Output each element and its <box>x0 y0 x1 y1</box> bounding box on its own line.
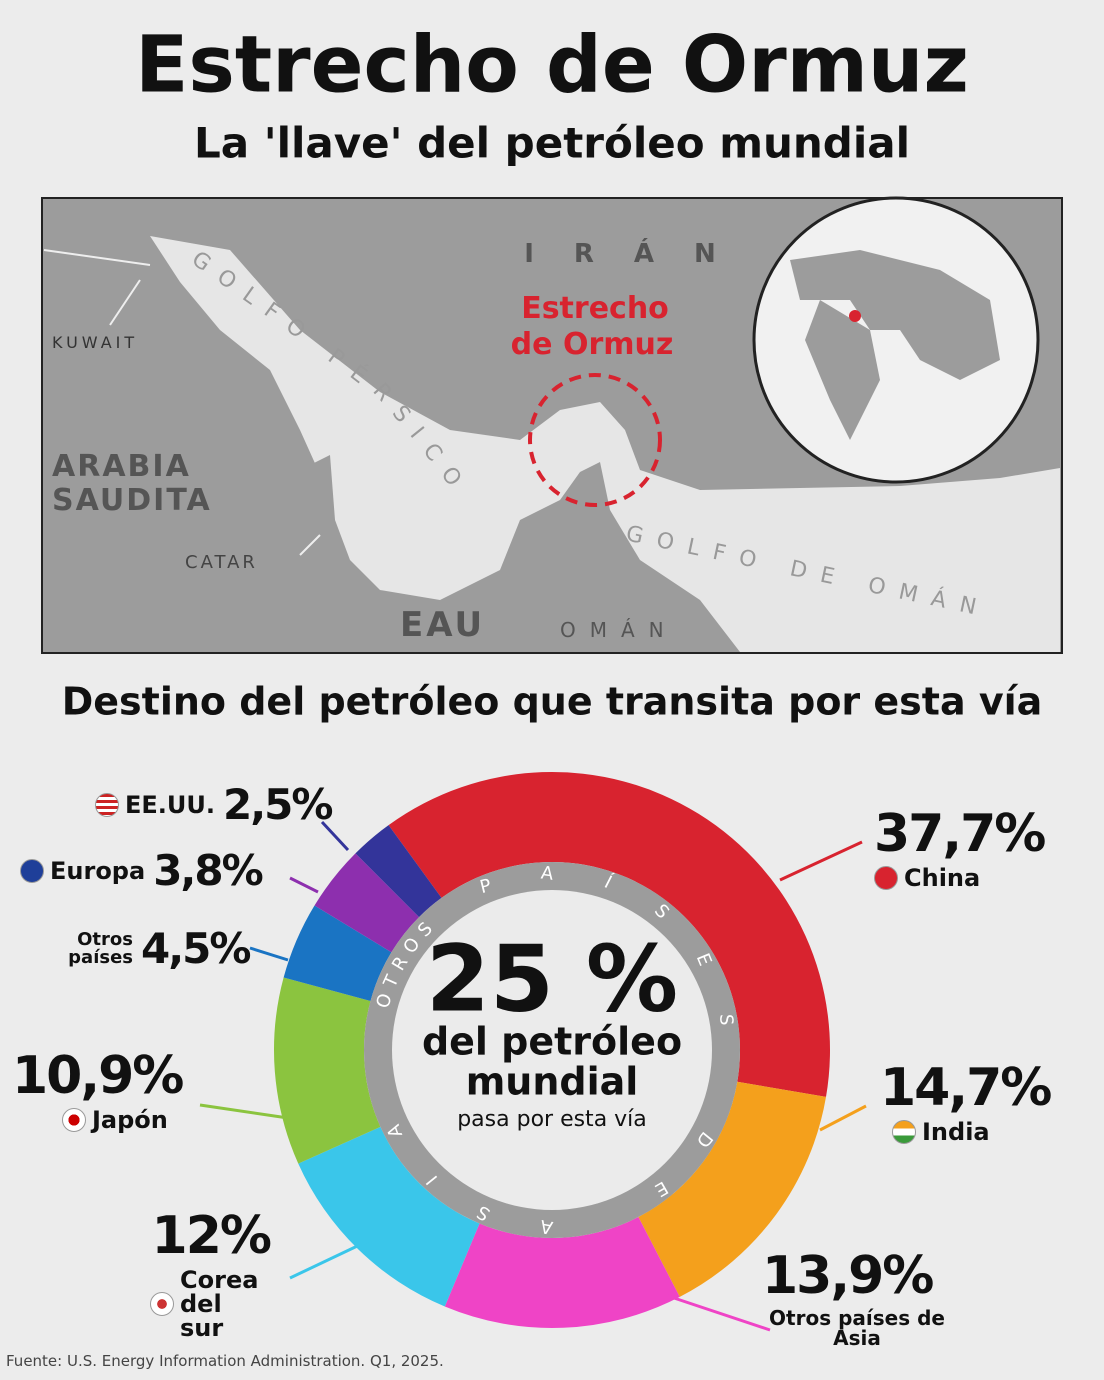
slice-name: Corea del sur <box>140 1268 270 1340</box>
leader-line <box>819 1104 867 1132</box>
slice-name-text: China <box>904 864 981 892</box>
donut-slice <box>298 1126 480 1307</box>
kuwait-label: KUWAIT <box>52 333 138 352</box>
leader-line <box>320 820 350 852</box>
slice-name-text: Japón <box>92 1106 168 1134</box>
donut-slice <box>638 1081 827 1297</box>
slice-name: Otros países de Asia <box>762 1308 952 1348</box>
slice-label: 37,7% China <box>874 808 1074 890</box>
donut-slice <box>355 825 442 918</box>
oman-label: OMÁN <box>560 618 678 642</box>
leader-line <box>779 840 863 882</box>
slice-label: Europa 3,8% <box>20 850 290 892</box>
slice-name-text: Corea del sur <box>180 1266 259 1342</box>
donut-slice <box>444 1216 680 1329</box>
country-label: SAUDITA <box>52 483 212 518</box>
source: Fuente: U.S. Energy Information Administ… <box>6 1352 444 1370</box>
donut-slice <box>274 977 381 1164</box>
value-label: 4,5% <box>141 924 251 973</box>
donut-slice <box>388 772 830 1097</box>
slice-label: 12% Corea del sur <box>140 1206 272 1340</box>
slice-label: 14,7% India <box>880 1062 1080 1144</box>
slice-name-text: Otros países <box>68 929 133 968</box>
value-label: 13,9% <box>762 1246 934 1306</box>
flag <box>874 866 898 890</box>
leader-line <box>289 876 319 894</box>
value-label: 2,5% <box>223 780 333 829</box>
slice-name-text: Otros países de Asia <box>769 1306 945 1350</box>
leader-line <box>289 1238 371 1280</box>
slice-name: Otros países <box>55 931 133 967</box>
strait-label: de Ormuz <box>511 327 674 362</box>
map: IRÁN KUWAIT ARABIA SAUDITA CATAR EAU OMÁ… <box>41 196 1063 654</box>
value-label: 37,7% <box>874 804 1046 864</box>
slice-name: Japón <box>62 1108 192 1132</box>
slice-name: India <box>892 1120 1080 1144</box>
eau-label: EAU <box>400 605 485 645</box>
country-label: ARABIA <box>52 449 191 484</box>
slice-label: 10,9% Japón <box>12 1050 192 1132</box>
chart-title: Destino del petróleo que transita por es… <box>62 680 1043 724</box>
title: Estrecho de Ormuz <box>135 20 969 110</box>
value-label: 10,9% <box>12 1046 184 1106</box>
flag <box>95 793 119 817</box>
center-line: mundial <box>466 1060 639 1104</box>
center-line: del petróleo <box>422 1020 682 1064</box>
flag <box>892 1120 916 1144</box>
slice-name: EE.UU. <box>95 793 215 817</box>
slice-label: EE.UU. 2,5% <box>95 784 355 826</box>
donut-slice <box>283 905 392 1001</box>
catar-label: CATAR <box>185 552 258 573</box>
flag <box>62 1108 86 1132</box>
subtitle: La 'llave' del petróleo mundial <box>194 119 910 168</box>
slice-name-text: Europa <box>50 857 146 885</box>
leader-line <box>199 1103 289 1120</box>
center-note: pasa por esta vía <box>457 1107 647 1132</box>
center-value: 25 % <box>426 925 678 1032</box>
center-disc <box>392 890 712 1210</box>
value-label: 3,8% <box>153 846 263 895</box>
leader-line <box>249 946 289 962</box>
flag <box>20 859 44 883</box>
flag <box>150 1292 174 1316</box>
slice-name-text: India <box>922 1118 990 1146</box>
slice-name: Europa <box>20 859 145 883</box>
slice-name: China <box>874 866 1074 890</box>
strait-label: Estrecho <box>521 291 669 326</box>
value-label: 14,7% <box>880 1058 1052 1118</box>
value-label: 12% <box>151 1206 272 1266</box>
leader-line <box>664 1293 771 1332</box>
donut-slice <box>314 853 420 953</box>
iran-label: IRÁN <box>524 237 756 269</box>
slice-label: 13,9% Otros países de Asia <box>762 1250 952 1348</box>
slice-name-text: EE.UU. <box>125 791 215 819</box>
slice-label: Otros países 4,5% <box>55 928 255 970</box>
